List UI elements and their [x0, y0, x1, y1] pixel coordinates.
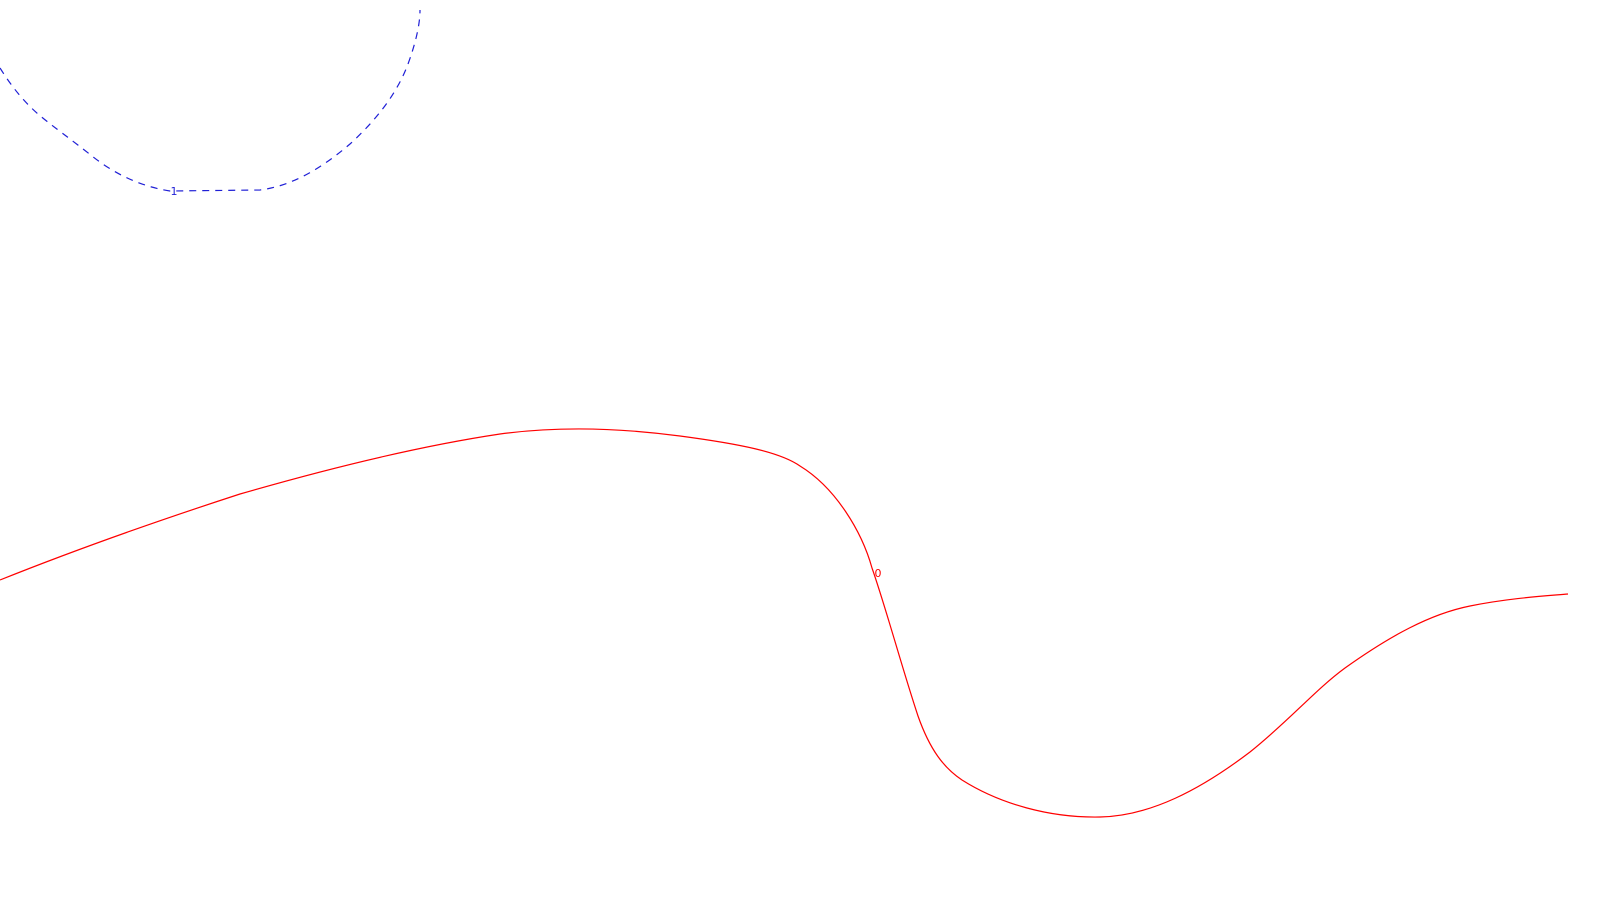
contour-label-level-1: 1 — [171, 185, 178, 198]
contour-label-level-0: 0 — [875, 567, 882, 580]
contour-line-level-1 — [0, 9, 421, 192]
contour-line-level-0 — [0, 428, 1569, 818]
